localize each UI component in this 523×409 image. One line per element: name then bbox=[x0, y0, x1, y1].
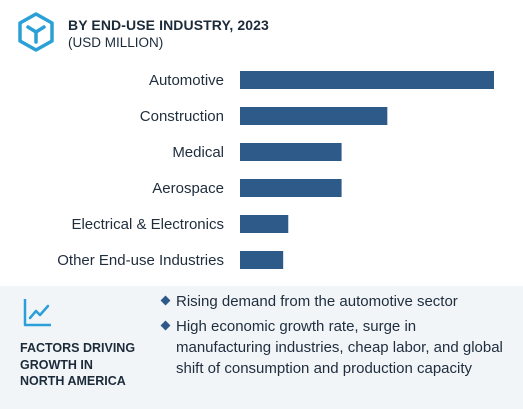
factors-title-line: FACTORS DRIVING bbox=[20, 341, 136, 355]
category-label: Aerospace bbox=[152, 180, 224, 197]
factor-text: Rising demand from the automotive sector bbox=[176, 293, 458, 310]
bar bbox=[240, 107, 388, 125]
bar bbox=[240, 143, 342, 161]
bar bbox=[240, 179, 342, 197]
category-label: Medical bbox=[172, 144, 224, 161]
bar bbox=[240, 251, 284, 269]
bar-chart: Automotive Construction Medical Aerospace El… bbox=[57, 71, 494, 269]
category-label: Electrical & Electronics bbox=[71, 216, 224, 233]
chart-header: BY END-USE INDUSTRY, 2023 (USD MILLION) bbox=[0, 0, 523, 62]
diamond-bullet-icon bbox=[160, 295, 171, 306]
hexagon-y-logo-icon bbox=[18, 12, 54, 52]
factor-item: High economic growth rate, surge in manu… bbox=[160, 316, 512, 379]
factors-title-line: NORTH AMERICA bbox=[20, 374, 126, 388]
chart-subtitle: (USD MILLION) bbox=[68, 35, 164, 50]
bar bbox=[240, 215, 289, 233]
factors-title-line: GROWTH IN bbox=[20, 357, 93, 372]
factor-item: Rising demand from the automotive sector bbox=[160, 291, 512, 312]
category-label: Automotive bbox=[149, 72, 224, 89]
bar bbox=[240, 71, 494, 89]
trend-line-icon bbox=[23, 299, 51, 327]
growth-factors-panel: FACTORS DRIVING GROWTH IN NORTH AMERICA … bbox=[0, 286, 523, 409]
category-label: Construction bbox=[140, 108, 224, 125]
diamond-bullet-icon bbox=[160, 320, 171, 331]
chart-title: BY END-USE INDUSTRY, 2023 bbox=[68, 17, 269, 33]
category-label: Other End-use Industries bbox=[57, 252, 224, 269]
factors-list: Rising demand from the automotive sector… bbox=[160, 291, 512, 383]
factor-text: High economic growth rate, surge in manu… bbox=[176, 318, 503, 377]
factors-title: FACTORS DRIVING GROWTH IN NORTH AMERICA bbox=[20, 340, 160, 390]
